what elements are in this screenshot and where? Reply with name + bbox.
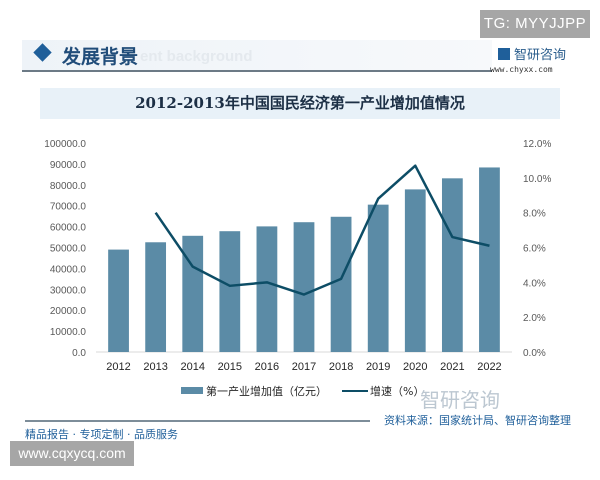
watermark-logo: 智研咨询 [420, 388, 500, 412]
x-axis-tick: 2014 [180, 361, 204, 373]
bar-2015 [219, 231, 241, 352]
bar-2012 [108, 249, 129, 352]
bar-2013 [145, 242, 167, 352]
left-axis-tick: 10000.0 [50, 327, 87, 338]
x-axis-tick: 2018 [329, 361, 353, 373]
legend-line-label: 增速（%） [370, 384, 424, 398]
header-divider [22, 70, 492, 72]
section-header-band [22, 40, 492, 70]
legend-bar-swatch [181, 387, 203, 394]
left-axis-tick: 90000.0 [50, 160, 87, 171]
brand-logo-icon [498, 48, 510, 60]
section-title: 发展背景 [62, 46, 139, 68]
x-axis-tick: 2022 [477, 361, 501, 373]
bar-2021 [441, 178, 463, 352]
right-axis-tick: 6.0% [523, 244, 546, 255]
x-axis-tick: 2017 [292, 361, 316, 373]
left-axis-tick: 0.0 [72, 348, 86, 359]
right-axis-tick: 0.0% [523, 348, 546, 359]
bar-2016 [256, 226, 278, 352]
right-axis-tick: 2.0% [523, 313, 546, 324]
left-axis-tick: 70000.0 [50, 202, 87, 213]
left-axis-tick: 50000.0 [50, 244, 87, 255]
x-axis-tick: 2020 [403, 361, 427, 373]
left-axis-tick: 20000.0 [50, 306, 87, 317]
bar-2017 [293, 222, 315, 352]
right-axis-tick: 12.0% [523, 139, 551, 150]
chart-title-band [40, 88, 560, 119]
brand-url: www.chyxx.com [490, 65, 553, 74]
x-axis-tick: 2021 [440, 361, 464, 373]
footer-divider [25, 420, 370, 422]
bar-2018 [330, 216, 352, 352]
x-axis-tick: 2012 [106, 361, 130, 373]
data-source: 资料来源：国家统计局、智研咨询整理 [384, 414, 571, 427]
section-subtitle-faded: ent background [140, 48, 253, 65]
x-axis-tick: 2016 [255, 361, 279, 373]
growth-rate-line [154, 164, 490, 296]
x-axis-tick: 2013 [143, 361, 167, 373]
x-axis-tick: 2019 [366, 361, 390, 373]
left-axis-tick: 30000.0 [50, 285, 87, 296]
bar-2014 [182, 235, 204, 352]
brand-name: 智研咨询 [514, 48, 567, 63]
left-axis-tick: 40000.0 [50, 264, 87, 275]
right-axis-tick: 4.0% [523, 278, 546, 289]
bar-2022 [479, 167, 500, 352]
left-axis-tick: 80000.0 [50, 181, 87, 192]
left-axis-tick: 100000.0 [44, 139, 86, 150]
url-badge: www.cqxycq.com [10, 441, 134, 466]
left-axis-tick: 60000.0 [50, 223, 87, 234]
brand-logo: 智研咨询 [498, 44, 566, 63]
tg-badge: TG: MYYJJPP [480, 10, 590, 38]
footer-slogan: 精品报告 · 专项定制 · 品质服务 [25, 428, 178, 441]
chart-title: 2012-2013年中国国民经济第一产业增加值情况 [135, 94, 465, 112]
bar-2020 [404, 189, 426, 352]
right-axis-tick: 8.0% [523, 209, 546, 220]
legend-bar-label: 第一产业增加值（亿元） [206, 384, 327, 398]
right-axis-tick: 10.0% [523, 174, 551, 185]
bar-2019 [367, 204, 389, 352]
x-axis-tick: 2015 [218, 361, 242, 373]
